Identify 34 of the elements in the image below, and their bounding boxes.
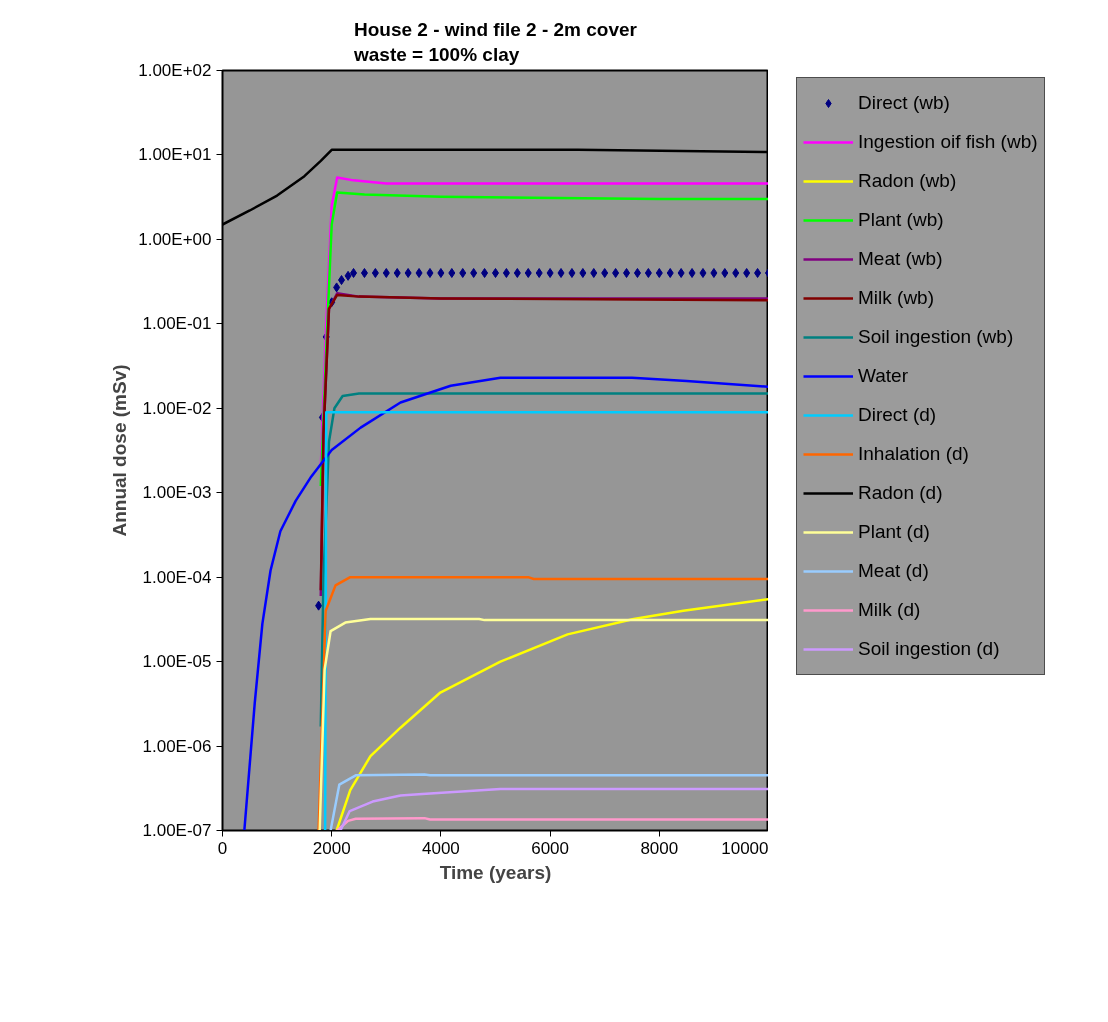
- legend-label: Inhalation (d): [858, 442, 969, 466]
- y-tick-label: 1.00E-07: [142, 821, 212, 840]
- legend-label: Direct (wb): [858, 91, 950, 115]
- x-tick-label: 10000: [721, 838, 769, 858]
- legend-label: Plant (wb): [858, 208, 944, 232]
- x-tick-label: 6000: [531, 838, 570, 858]
- y-axis-title: Annual dose (mSv): [109, 364, 131, 537]
- x-tick-label: 4000: [421, 838, 460, 858]
- legend-label: Meat (wb): [858, 247, 943, 271]
- x-tick-label: 0: [217, 838, 228, 858]
- legend-label: Ingestion oif fish (wb): [858, 130, 1038, 154]
- legend-label: Radon (wb): [858, 169, 957, 193]
- legend-label: Milk (wb): [858, 286, 934, 310]
- legend-label: Radon (d): [858, 481, 943, 505]
- y-tick-label: 1.00E-03: [142, 483, 212, 503]
- x-tick-label: 8000: [640, 838, 679, 858]
- legend-label: Direct (d): [858, 403, 937, 427]
- legend-label: Soil ingestion (d): [858, 637, 1000, 661]
- legend-label: Meat (d): [858, 559, 929, 583]
- y-tick-label: 1.00E-02: [142, 398, 212, 418]
- y-tick-label: 1.00E-04: [142, 567, 212, 587]
- y-tick-label: 1.00E+02: [138, 61, 212, 80]
- legend-label: Plant (d): [858, 520, 930, 544]
- x-axis-title: Time (years): [439, 861, 552, 883]
- y-tick-label: 1.00E-01: [142, 314, 212, 334]
- y-tick-label: 1.00E+00: [138, 229, 212, 249]
- x-tick-label: 2000: [312, 838, 351, 858]
- y-tick-label: 1.00E-05: [142, 652, 212, 672]
- y-tick-label: 1.00E-06: [142, 736, 212, 756]
- legend-label: Soil ingestion (wb): [858, 325, 1014, 349]
- legend-label: Milk (d): [858, 598, 921, 622]
- y-tick-label: 1.00E+01: [138, 145, 212, 165]
- chart-title: House 2 - wind file 2 - 2m cover waste = 100% clay: [353, 19, 638, 66]
- legend-label: Water: [858, 364, 908, 388]
